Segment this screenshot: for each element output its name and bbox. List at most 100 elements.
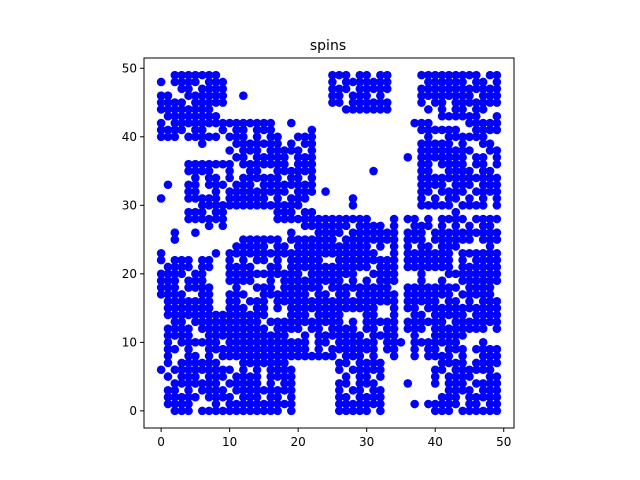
spin-point (369, 98, 378, 107)
spin-point (362, 70, 371, 80)
spin-point (211, 91, 221, 100)
spin-point (280, 242, 289, 251)
spin-point (218, 118, 228, 128)
spin-point (437, 338, 447, 347)
spin-point (341, 303, 351, 313)
spin-point (369, 84, 378, 94)
spin-point (334, 310, 344, 320)
spin-point (211, 111, 221, 121)
spin-point (389, 351, 399, 361)
spin-point (280, 338, 289, 347)
spin-point (451, 379, 461, 388)
spin-point (458, 406, 467, 416)
spin-point (197, 194, 207, 203)
spin-point (478, 351, 488, 361)
spin-point (259, 235, 269, 244)
spin-point (369, 392, 378, 402)
spin-point (211, 132, 221, 142)
spin-point (369, 269, 378, 279)
spin-point (191, 159, 200, 169)
spin-point (239, 262, 248, 272)
spin-point (163, 180, 173, 190)
spin-point (485, 386, 495, 395)
spin-point (444, 269, 454, 279)
spin-point (191, 187, 200, 196)
spin-point (307, 166, 317, 176)
spin-point (478, 132, 488, 142)
spin-point (280, 187, 289, 196)
spin-point (348, 228, 358, 238)
spin-point (197, 338, 207, 347)
spin-point (273, 269, 282, 279)
spin-point (355, 406, 365, 416)
x-tick-label: 0 (157, 435, 165, 449)
spin-point (307, 221, 317, 231)
spin-point (403, 324, 413, 333)
spin-point (266, 317, 276, 327)
spin-point (232, 139, 241, 148)
spin-point (444, 303, 454, 313)
spin-point (239, 317, 248, 327)
spin-point (478, 379, 488, 388)
spin-point (239, 132, 248, 142)
spin-point (300, 132, 310, 142)
spin-point (478, 139, 488, 148)
spin-point (492, 276, 502, 285)
spin-point (197, 111, 207, 121)
spin-point (321, 351, 330, 361)
spin-point (451, 132, 461, 142)
spin-point (328, 317, 337, 327)
spin-point (485, 166, 495, 176)
spin-point (197, 201, 207, 210)
spin-point (341, 242, 351, 251)
spin-point (348, 317, 358, 327)
spin-point (259, 324, 269, 333)
spin-point (266, 118, 276, 128)
spin-point (225, 248, 234, 258)
spin-point (252, 317, 262, 327)
spin-point (478, 317, 488, 327)
spin-point (437, 399, 447, 409)
spin-point (280, 344, 289, 354)
spin-point (410, 331, 419, 340)
spin-point (252, 139, 262, 148)
spin-point (314, 248, 324, 258)
spin-point (245, 201, 255, 210)
spin-point (376, 262, 385, 272)
spin-point (259, 118, 269, 128)
spin-point (410, 351, 419, 361)
spin-point (245, 296, 255, 306)
spin-point (245, 248, 255, 258)
spin-point (376, 406, 385, 416)
spin-point (177, 303, 186, 313)
x-tick-label: 30 (359, 435, 374, 449)
spin-point (252, 324, 262, 333)
spin-point (218, 310, 228, 320)
spin-point (245, 331, 255, 340)
spin-point (177, 379, 186, 388)
spin-point (300, 242, 310, 251)
spin-point (211, 194, 221, 203)
spin-point (437, 406, 447, 416)
spin-point (218, 344, 228, 354)
spin-point (492, 372, 502, 381)
spin-point (417, 194, 426, 203)
spin-point (472, 214, 481, 224)
spin-point (348, 269, 358, 279)
spin-point (293, 146, 303, 155)
spin-point (184, 84, 193, 94)
spin-point (444, 91, 454, 100)
spin-point (287, 290, 296, 299)
spin-point (287, 310, 296, 320)
spin-point (328, 84, 337, 94)
spin-point (403, 248, 413, 258)
spin-point (177, 255, 186, 265)
spin-point (300, 296, 310, 306)
spin-point (245, 310, 255, 320)
spin-point (376, 290, 385, 299)
spin-point (211, 317, 221, 327)
spin-point (280, 358, 289, 368)
spin-point (430, 399, 440, 409)
spin-point (287, 235, 296, 244)
spin-point (273, 214, 282, 224)
